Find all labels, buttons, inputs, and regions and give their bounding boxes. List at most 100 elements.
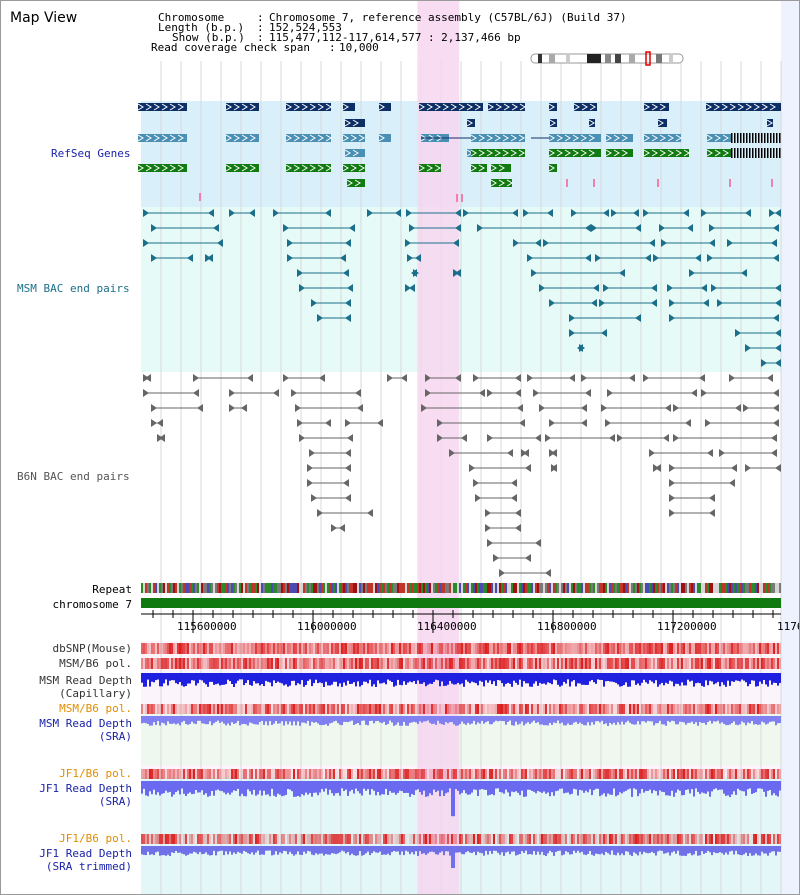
jf1-b6-pol-trim-density (301, 834, 303, 844)
msm-read-depth-sra (195, 716, 197, 725)
msm-b6-pol-sra-density (453, 704, 455, 714)
gene-feature (419, 164, 441, 172)
msm-b6-pol-sra-density (423, 704, 425, 714)
msm-b6-pol-density (309, 658, 311, 669)
dbsnp-density (691, 643, 693, 654)
strand-arrow (621, 134, 628, 142)
jf1-b6-pol-trim-density (593, 834, 595, 844)
msm-b6-pol-density (671, 658, 673, 669)
jf1-b6-pol-trim-density (583, 834, 585, 844)
dbsnp-density (339, 643, 341, 654)
jf1-read-depth-trimmed (287, 846, 289, 855)
jf1-read-depth-trimmed (411, 846, 413, 853)
msm-b6-pol-density (233, 658, 235, 669)
msm-read-depth-sra (619, 716, 621, 725)
msm-b6-pol-sra-density (395, 704, 397, 714)
msm-b6-pol-density (219, 658, 221, 669)
repeat-element (349, 583, 351, 593)
msm-b6-pol-sra-density (767, 704, 769, 714)
gene-feature (488, 103, 525, 111)
jf1-b6-pol-density (387, 769, 389, 779)
jf1-read-depth-sra (749, 781, 751, 789)
msm-b6-pol-sra-density (141, 704, 143, 714)
jf1-b6-pol-density (213, 769, 215, 779)
msm-b6-pol-sra-density (683, 704, 685, 714)
jf1-b6-pol-trim-density (747, 834, 749, 844)
b6n-bac-pair-end (499, 569, 505, 577)
msm-read-depth-capillary (525, 673, 527, 684)
jf1-read-depth-sra (675, 781, 677, 793)
msm-read-depth-capillary (439, 673, 441, 687)
msm-read-depth-capillary (731, 673, 733, 682)
b6n-bac-pair-end (473, 479, 479, 487)
msm-b6-pol-density (545, 658, 547, 669)
jf1-b6-pol-trim-density (279, 834, 281, 844)
jf1-b6-pol-trim-density (161, 834, 163, 844)
strand-arrow (285, 164, 292, 172)
msm-read-depth-capillary (153, 673, 155, 683)
msm-read-depth-sra (227, 716, 229, 724)
msm-b6-pol-density (553, 658, 555, 669)
msm-b6-pol-density (603, 658, 605, 669)
jf1-b6-pol-trim-density (365, 834, 367, 844)
dbsnp-density (293, 643, 295, 654)
jf1-read-depth-trimmed (455, 846, 457, 853)
repeat-element (433, 583, 435, 593)
dbsnp-density (397, 643, 399, 654)
jf1-b6-pol-trim-density (391, 834, 393, 844)
jf1-read-depth-trimmed (431, 846, 433, 852)
jf1-read-depth-trimmed (711, 846, 713, 856)
jf1-read-depth-sra (685, 781, 687, 790)
msm-b6-pol-density (209, 658, 211, 669)
jf1-b6-pol-trim-density (699, 834, 701, 844)
gene-feature (286, 103, 331, 111)
repeat-element (631, 583, 633, 593)
jf1-read-depth-trimmed (267, 846, 269, 851)
jf1-read-depth-sra (259, 781, 261, 791)
msm-read-depth-capillary (225, 673, 227, 685)
msm-b6-pol-density (541, 658, 543, 669)
repeat-element (649, 583, 651, 593)
msm-read-depth-sra (261, 716, 263, 721)
jf1-b6-pol-density (219, 769, 221, 779)
msm-read-depth-sra (439, 716, 441, 724)
msm-b6-pol-sra-density (329, 704, 331, 714)
b6n-bac-pair-end (487, 389, 493, 397)
jf1-b6-pol-density (443, 769, 445, 779)
jf1-read-depth-sra (171, 781, 173, 797)
jf1-read-depth-trimmed (343, 846, 345, 852)
msm-bac-pair-end (453, 239, 459, 247)
msm-read-depth-sra (437, 716, 439, 721)
msm-read-depth-sra (713, 716, 715, 722)
track-label-refseq[interactable]: RefSeq Genes (51, 147, 131, 160)
jf1-b6-pol-density (397, 769, 399, 779)
jf1-b6-pol-trim-density (257, 834, 259, 844)
jf1-read-depth-sra (743, 781, 745, 792)
jf1-b6-pol-density (727, 769, 729, 779)
msm-read-depth-sra (289, 716, 291, 722)
jf1-read-depth-sra (475, 781, 477, 790)
msm-b6-pol-density (483, 658, 485, 669)
msm-b6-pol-sra-density (507, 704, 509, 714)
dbsnp-density (763, 643, 765, 654)
track-label-msm-bac[interactable]: MSM BAC end pairs (17, 282, 130, 295)
jf1-b6-pol-trim-density (733, 834, 735, 844)
dbsnp-density (637, 643, 639, 654)
msm-b6-pol-sra-density (435, 704, 437, 714)
jf1-b6-pol-density (683, 769, 685, 779)
msm-read-depth-sra (421, 716, 423, 723)
gene-feature (226, 134, 259, 142)
jf1-b6-pol-trim-density (445, 834, 447, 844)
msm-b6-pol-sra-density (615, 704, 617, 714)
dbsnp-density (705, 643, 707, 654)
jf1-b6-pol-trim-density (409, 834, 411, 844)
jf1-b6-pol-trim-density (529, 834, 531, 844)
msm-b6-pol-sra-density (483, 704, 485, 714)
b6n-bac-pair-end (719, 449, 725, 457)
msm-read-depth-capillary (663, 673, 665, 686)
strand-arrow (506, 179, 513, 187)
msm-b6-pol-density (589, 658, 591, 669)
track-label-b6n-bac[interactable]: B6N BAC end pairs (17, 470, 130, 483)
jf1-read-depth-trimmed (375, 846, 377, 853)
